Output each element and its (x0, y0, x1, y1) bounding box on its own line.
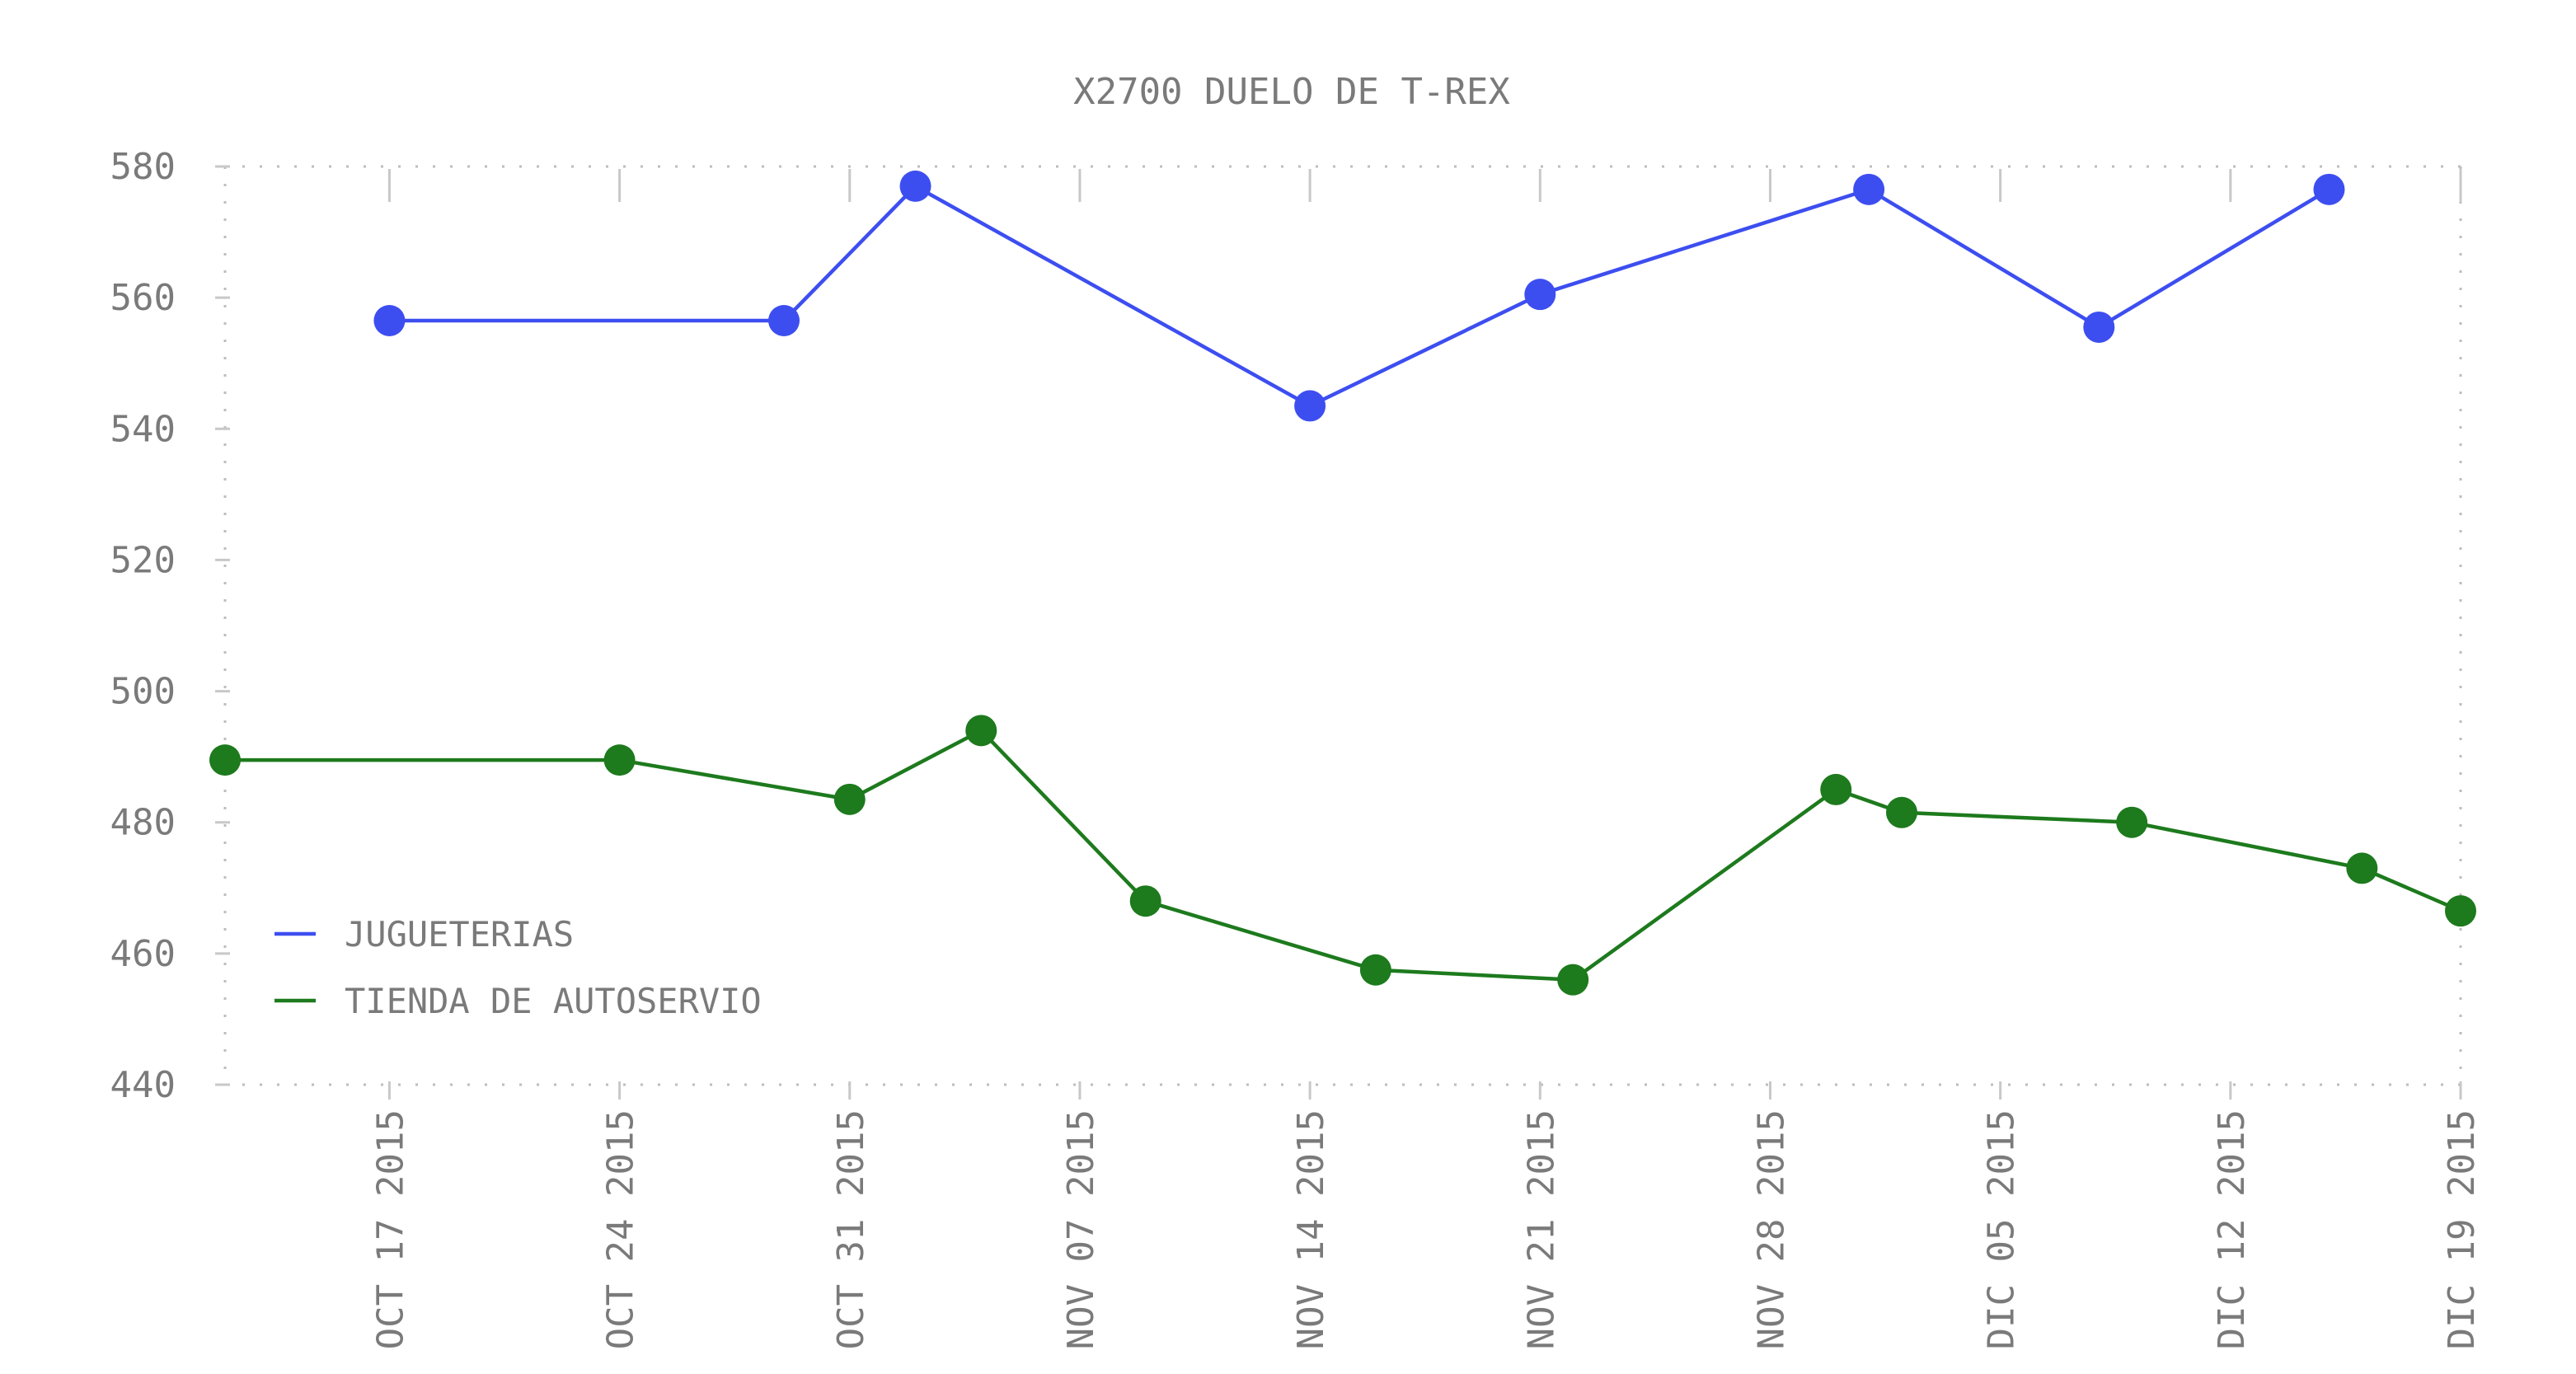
data-point (1359, 954, 1391, 986)
x-tick-label: DIC 12 2015 (2211, 1109, 2253, 1349)
chart-title: X2700 DUELO DE T-REX (1073, 71, 1510, 113)
data-point (899, 170, 931, 202)
data-point (1820, 773, 1852, 805)
series-2 (209, 715, 2476, 996)
data-point (1524, 279, 1556, 311)
data-point (2313, 173, 2345, 205)
data-point (768, 304, 800, 336)
x-tick-label: OCT 31 2015 (830, 1109, 872, 1349)
y-axis: 440 460 480 500 520 540 560 580 (110, 146, 230, 1106)
data-point (209, 744, 241, 776)
x-tick-label: NOV 14 2015 (1290, 1109, 1332, 1349)
data-point (1557, 964, 1589, 996)
legend: JUGUETERIAS TIENDA DE AUTOSERVIO (274, 914, 762, 1021)
series-line (225, 728, 2461, 982)
y-tick-label: 460 (110, 933, 176, 975)
y-tick-label: 440 (110, 1064, 176, 1106)
y-tick-label: 520 (110, 539, 176, 581)
x-tick-label: DIC 19 2015 (2441, 1109, 2483, 1349)
data-point (1129, 885, 1161, 917)
data-point (1294, 390, 1326, 422)
series-line (389, 184, 2330, 408)
x-tick-label: DIC 05 2015 (1981, 1109, 2023, 1349)
data-point (965, 715, 997, 747)
y-tick-label: 500 (110, 671, 176, 713)
x-axis: OCT 17 2015 OCT 24 2015 OCT 31 2015 NOV 07 … (369, 169, 2483, 1349)
x-tick-label: OCT 17 2015 (369, 1109, 411, 1349)
data-point (2083, 311, 2115, 343)
x-tick-label: NOV 21 2015 (1520, 1109, 1562, 1349)
x-tick-label: NOV 07 2015 (1060, 1109, 1102, 1349)
y-tick-label: 540 (110, 408, 176, 450)
data-point (1853, 173, 1885, 205)
y-tick-label: 560 (110, 277, 176, 319)
x-tick-label: OCT 24 2015 (600, 1109, 642, 1349)
data-point (603, 744, 636, 776)
series-1 (373, 170, 2345, 422)
data-point (833, 783, 866, 815)
legend-label: JUGUETERIAS (345, 914, 574, 954)
x-tick-label: NOV 28 2015 (1750, 1109, 1792, 1349)
data-point (373, 304, 406, 336)
plot-area (209, 170, 2476, 996)
data-point (1886, 796, 1917, 828)
data-point (2346, 852, 2378, 884)
legend-label: TIENDA DE AUTOSERVIO (345, 981, 762, 1021)
data-point (2116, 806, 2148, 838)
y-tick-label: 580 (110, 146, 176, 188)
data-point (2445, 895, 2476, 927)
y-tick-label: 480 (110, 802, 176, 844)
